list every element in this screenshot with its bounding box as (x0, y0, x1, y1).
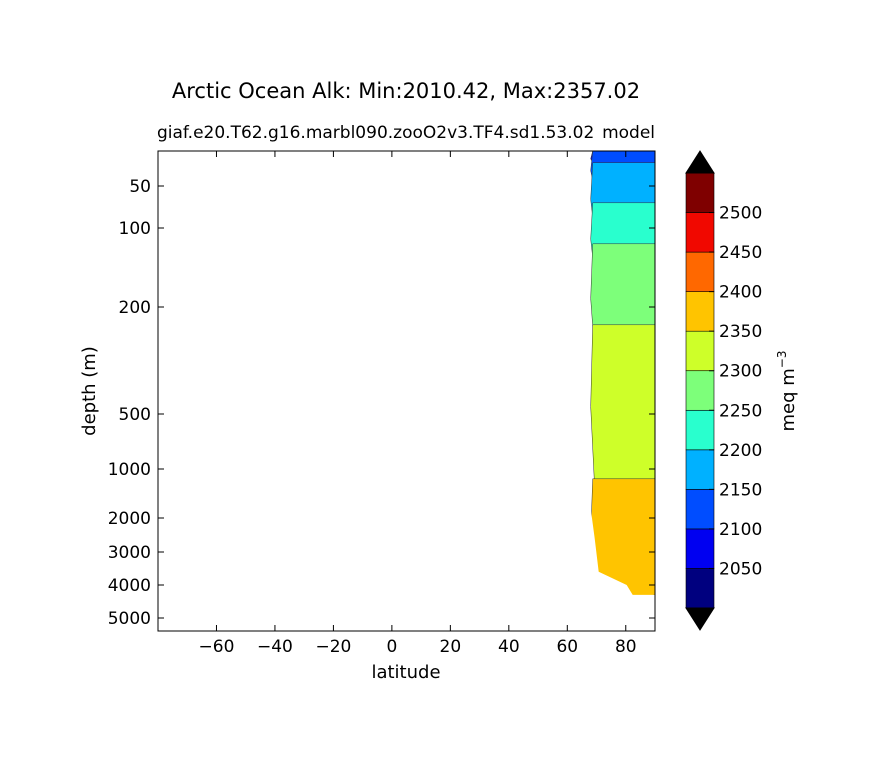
y-tick-label: 5000 (108, 609, 151, 629)
y-tick-label: 3000 (108, 543, 151, 563)
colorbar-tick-label: 2050 (719, 559, 762, 579)
colorbar-segment (685, 370, 715, 411)
colorbar-segment (685, 330, 715, 372)
y-tick-label: 2000 (108, 509, 151, 529)
chart-subtitle-right: model (602, 123, 655, 143)
colorbar-tick-label: 2100 (719, 520, 762, 540)
colorbar-tick-label: 2150 (719, 480, 762, 500)
x-tick-label: 0 (386, 637, 397, 657)
colorbar-label-text: meq m (778, 368, 799, 431)
colorbar-segment (685, 409, 715, 451)
y-tick-label: 200 (119, 298, 151, 318)
colorbar-segment (685, 528, 715, 569)
y-tick-label: 4000 (108, 576, 151, 596)
colorbar-tick-label: 2450 (719, 243, 762, 263)
colorbar-tick-label: 2500 (719, 204, 762, 224)
colorbar-segment (685, 568, 715, 609)
x-axis-label: latitude (371, 662, 440, 683)
y-tick-label: 1000 (108, 460, 151, 480)
colorbar-tick-label: 2300 (719, 362, 762, 382)
colorbar-tick-label: 2350 (719, 322, 762, 342)
colorbar-segment (685, 489, 715, 530)
y-axis-label: depth (m) (79, 346, 100, 436)
chart-title: Arctic Ocean Alk: Min:2010.42, Max:2357.… (172, 79, 640, 103)
bathymetry-mask (588, 493, 655, 631)
y-tick-label: 100 (119, 219, 151, 239)
colorbar-segment (685, 172, 715, 213)
colorbar-extend-top (685, 150, 715, 174)
colorbar-segment (685, 251, 715, 292)
colorbar-label: meq m−3 (775, 351, 799, 432)
x-tick-label: −20 (315, 637, 351, 657)
colorbar-extend-bottom (685, 607, 715, 631)
y-tick-label: 500 (119, 405, 151, 425)
colorbar-segment (685, 291, 715, 332)
x-tick-label: 20 (440, 637, 462, 657)
contour-band (590, 324, 656, 496)
colorbar-tick-label: 2200 (719, 441, 762, 461)
y-tick-label: 50 (129, 177, 151, 197)
plot-frame (157, 150, 656, 632)
colorbar-segment (685, 212, 715, 253)
contour-fill (588, 150, 656, 631)
colorbar-tick-label: 2250 (719, 401, 762, 421)
x-tick-label: −40 (257, 637, 293, 657)
colorbar-segment (685, 449, 715, 490)
x-tick-label: 60 (556, 637, 578, 657)
colorbar: 2050 2100 2150 2200 2250 2300 2350 2400 2450 2500 (685, 150, 762, 631)
x-tick-label: 40 (498, 637, 520, 657)
x-tick-label: 80 (615, 637, 637, 657)
colorbar-tick-label: 2400 (719, 283, 762, 303)
chart-subtitle-left: giaf.e20.T62.g16.marbl090.zooO2v3.TF4.sd… (157, 123, 594, 143)
y-axis: 50 100 200 500 1000 2000 3000 4000 5000 (108, 177, 655, 629)
colorbar-label-superscript: −3 (775, 351, 789, 369)
x-axis: −60 −40 −20 0 20 40 60 80 (199, 151, 637, 657)
x-tick-label: −60 (199, 637, 235, 657)
